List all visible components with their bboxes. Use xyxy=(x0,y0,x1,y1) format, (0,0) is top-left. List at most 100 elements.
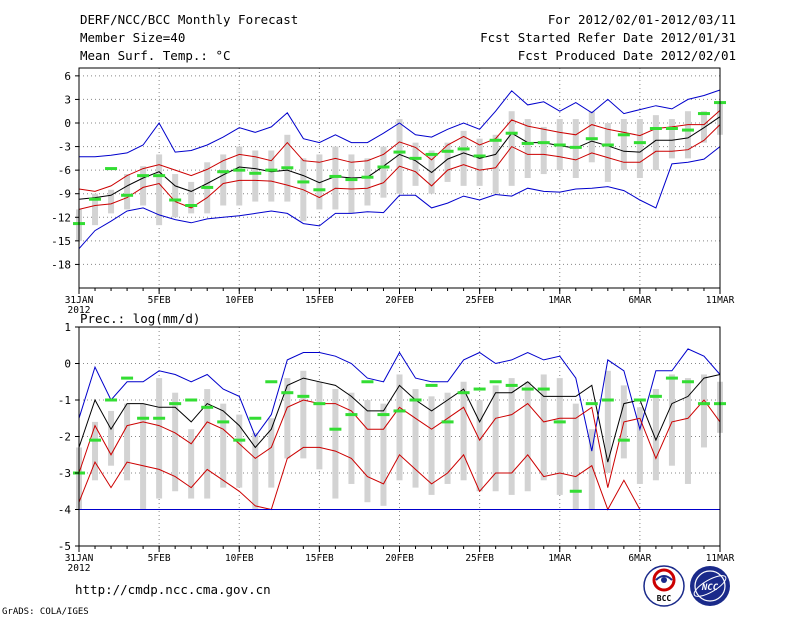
y-tick-label: 6 xyxy=(64,70,71,83)
ensemble-box xyxy=(252,150,259,202)
ensemble-box xyxy=(444,392,451,484)
ensemble-box xyxy=(332,146,339,210)
observed-marker xyxy=(265,380,278,384)
observed-marker xyxy=(457,147,470,151)
observed-marker xyxy=(473,154,486,158)
series-line-mean xyxy=(78,116,721,200)
produced-date-label: Fcst Produced Date 2012/02/01 xyxy=(518,48,736,63)
observed-marker xyxy=(105,167,118,171)
observed-marker xyxy=(521,387,534,391)
observed-marker xyxy=(649,127,662,130)
observed-marker xyxy=(601,398,614,402)
ensemble-box xyxy=(204,389,211,499)
observed-marker xyxy=(409,398,422,402)
observed-marker xyxy=(617,133,630,137)
temperature-panel: 6 3 0 -3 -6 -9 -12 -15 -18 31JAN 5FEB 10FEB 15FEB 20F… xyxy=(51,67,735,316)
ensemble-box xyxy=(172,174,179,218)
y-tick-label: -15 xyxy=(51,235,71,248)
observed-marker xyxy=(201,185,214,189)
ensemble-box xyxy=(412,389,419,488)
observed-marker xyxy=(665,127,678,130)
ensemble-box xyxy=(108,410,115,466)
observed-marker xyxy=(153,416,166,420)
ensemble-box xyxy=(444,142,451,182)
observed-marker xyxy=(121,376,134,380)
bcc-logo: BCC xyxy=(643,565,685,607)
ensemble-box xyxy=(652,115,659,171)
observed-marker xyxy=(649,394,662,398)
observed-marker xyxy=(473,387,486,391)
ensemble-box xyxy=(220,403,227,488)
series-line-max xyxy=(78,348,721,452)
observed-marker xyxy=(617,438,630,442)
ensemble-box xyxy=(668,119,675,159)
series-line-mean xyxy=(78,374,721,463)
ensemble-box xyxy=(188,429,195,499)
y-tick-label: -2 xyxy=(58,431,71,444)
observed-marker xyxy=(489,138,502,142)
observed-marker xyxy=(361,175,374,179)
ensemble-box xyxy=(604,370,611,473)
ensemble-box xyxy=(156,154,163,226)
ensemble-box xyxy=(556,378,563,495)
observed-marker xyxy=(633,398,646,402)
x-tick-label: 20FEB xyxy=(385,553,414,564)
observed-marker xyxy=(585,137,598,141)
observed-marker xyxy=(441,149,454,153)
observed-marker xyxy=(569,145,582,149)
ensemble-box xyxy=(508,378,515,495)
x-tick-label: 1MAR xyxy=(548,295,571,306)
ncc-logo: NCC xyxy=(690,566,730,606)
ensemble-box xyxy=(236,414,243,488)
ensemble-box xyxy=(92,421,99,481)
ensemble-box xyxy=(284,378,291,459)
x-tick-label: 5FEB xyxy=(148,553,171,564)
ensemble-box xyxy=(396,374,403,481)
ensemble-box xyxy=(348,392,355,484)
ensemble-box xyxy=(348,154,355,214)
ensemble-box xyxy=(332,389,339,499)
ensemble-box xyxy=(604,123,611,182)
y-tick-label: 0 xyxy=(64,358,71,371)
grads-credit: GrADS: COLA/IGES xyxy=(2,607,89,617)
x-tick-label: 31JAN xyxy=(65,295,94,306)
ensemble-box xyxy=(540,374,547,481)
y-tick-label: -6 xyxy=(58,164,71,177)
observed-marker xyxy=(377,413,390,417)
observed-marker xyxy=(585,402,598,406)
ensemble-box xyxy=(316,154,323,210)
observed-marker xyxy=(425,152,438,156)
ensemble-box xyxy=(684,378,691,484)
observed-marker xyxy=(217,170,230,174)
ensemble-box xyxy=(172,392,179,492)
observed-marker xyxy=(553,143,566,147)
ensemble-box xyxy=(572,403,579,510)
series-line-min xyxy=(78,146,721,250)
series-line-upper xyxy=(78,399,721,488)
observed-marker xyxy=(345,178,358,182)
observed-marker xyxy=(361,380,374,384)
ensemble-box xyxy=(668,374,675,466)
ensemble-box xyxy=(524,381,531,492)
website-url[interactable]: http://cmdp.ncc.cma.gov.cn xyxy=(75,582,271,597)
ensemble-box xyxy=(156,378,163,499)
ensemble-box xyxy=(460,130,467,186)
x-tick-label: 15FEB xyxy=(305,553,334,564)
ensemble-box xyxy=(412,142,419,186)
observed-marker xyxy=(233,168,246,172)
y-tick-label: -5 xyxy=(58,540,71,553)
variable-label: Mean Surf. Temp.: °C xyxy=(80,48,231,63)
ensemble-box xyxy=(492,134,499,194)
ensemble-box xyxy=(588,429,595,510)
observed-marker xyxy=(121,193,134,197)
ensemble-box xyxy=(380,403,387,506)
observed-marker xyxy=(345,413,358,417)
ensemble-box xyxy=(252,432,259,510)
x-tick-label: 20FEB xyxy=(385,295,414,306)
observed-marker xyxy=(137,174,150,178)
observed-marker xyxy=(329,174,342,178)
observed-marker xyxy=(697,402,710,406)
ensemble-box xyxy=(588,111,595,163)
ensemble-box xyxy=(636,407,643,484)
